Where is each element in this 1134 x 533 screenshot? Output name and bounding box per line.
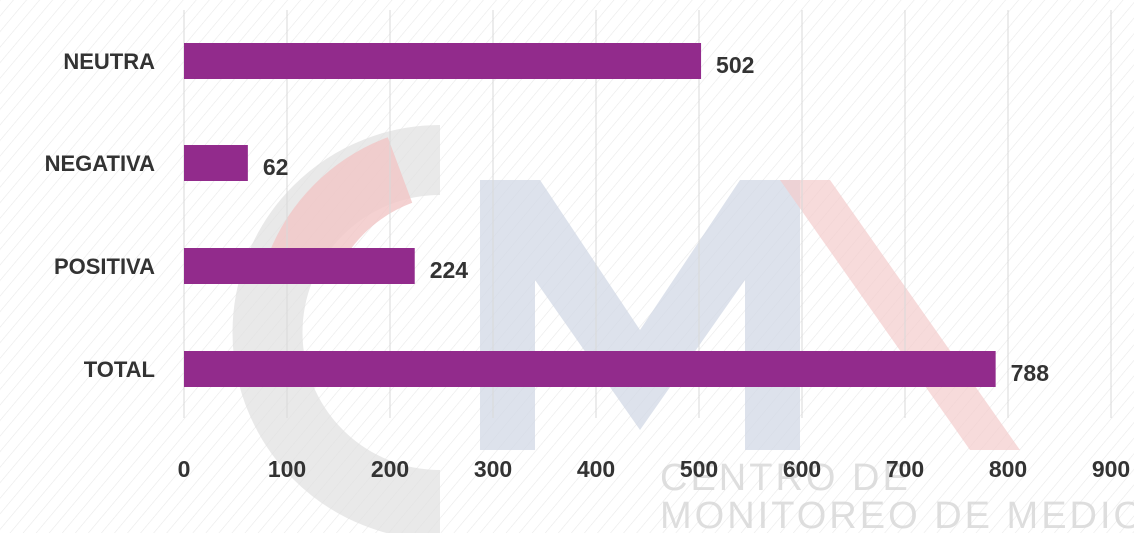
bar-neutra [184, 43, 702, 79]
data-label-total: 788 [1011, 360, 1050, 386]
x-tick-label: 900 [1092, 456, 1130, 482]
category-label-negativa: NEGATIVA [45, 151, 156, 176]
bar-positiva [184, 248, 415, 284]
bars [184, 43, 996, 387]
x-tick-label: 100 [268, 456, 306, 482]
x-tick-label: 500 [680, 456, 718, 482]
category-label-total: TOTAL [84, 357, 155, 382]
bar-negativa [184, 145, 248, 181]
watermark-m-shape [480, 180, 800, 450]
data-label-neutra: 502 [716, 52, 754, 78]
bar-total [184, 351, 996, 387]
x-tick-label: 800 [989, 456, 1027, 482]
data-label-positiva: 224 [430, 257, 469, 283]
x-tick-label: 700 [886, 456, 924, 482]
watermark-line-2: MONITOREO DE MEDIOS [660, 495, 1134, 533]
category-label-positiva: POSITIVA [54, 254, 155, 279]
category-label-neutra: NEUTRA [63, 49, 155, 74]
x-tick-label: 300 [474, 456, 512, 482]
labels: 0 100 200 300 400 500 600 700 800 900 NEUTRA 502 NEG… [45, 49, 1131, 482]
watermark-line-1: CENTRO DE [660, 457, 911, 499]
x-tick-label: 600 [783, 456, 821, 482]
data-label-negativa: 62 [263, 154, 289, 180]
x-tick-label: 200 [371, 456, 409, 482]
x-tick-label: 400 [577, 456, 615, 482]
x-tick-label: 0 [178, 456, 191, 482]
